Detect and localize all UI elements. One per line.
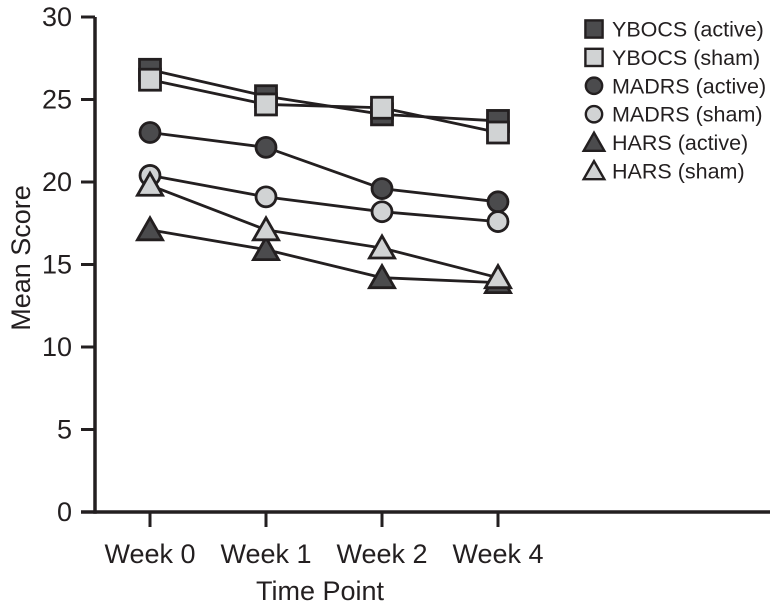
legend-triangle-light-icon (581, 158, 607, 181)
axes: 0 5 10 15 20 25 30 Week 0 Week 1 Week 2 Week 4 (42, 2, 770, 569)
y-tick-label: 5 (57, 415, 72, 445)
legend-label: YBOCS (active) (612, 18, 764, 42)
y-tick-label: 0 (57, 497, 72, 527)
legend-circle-light-icon (584, 104, 604, 124)
data-point-ybocs-sham-week-1 (254, 92, 278, 117)
series-line-madrs-active (149, 131, 499, 204)
legend-label: HARS (sham) (612, 160, 745, 184)
x-tick-label: Week 1 (220, 539, 311, 569)
data-point-ybocs-sham-week-2 (370, 95, 394, 120)
legend-item-ybocs-sham: YBOCS (sham) (584, 46, 760, 70)
legend-item-madrs-sham: MADRS (sham) (584, 103, 763, 127)
legend-item-ybocs-active: YBOCS (active) (584, 18, 764, 42)
data-point-hars-sham-week-2 (366, 233, 398, 260)
y-axis-title: Mean Score (6, 185, 36, 331)
data-point-hars-active-week-2 (366, 262, 398, 290)
series-hars-active (134, 214, 514, 295)
series-ybocs-sham (138, 67, 510, 145)
x-tick-label: Week 2 (336, 539, 427, 569)
legend-label: MADRS (sham) (612, 103, 763, 127)
legend-item-hars-active: HARS (active) (581, 130, 748, 155)
legend-item-hars-sham: HARS (sham) (581, 158, 745, 184)
legend-circle-dark-icon (584, 76, 604, 96)
data-point-madrs-active-week-4 (486, 190, 510, 214)
data-point-madrs-active-week-1 (254, 135, 278, 159)
x-axis-title: Time Point (256, 576, 385, 606)
data-point-hars-sham-week-4 (482, 262, 514, 290)
data-point-hars-active-week-0 (134, 214, 166, 242)
series-madrs-active (138, 121, 510, 214)
series-madrs-sham (138, 164, 510, 233)
x-tick-label: Week 4 (452, 539, 543, 569)
y-tick-label: 25 (42, 85, 72, 115)
data-point-ybocs-sham-week-0 (138, 67, 162, 92)
legend-label: YBOCS (sham) (612, 46, 760, 70)
data-point-madrs-active-week-0 (138, 121, 162, 144)
legend-label: HARS (active) (612, 131, 748, 155)
legend-label: MADRS (active) (612, 74, 766, 98)
data-point-hars-sham-week-1 (250, 214, 282, 242)
series-line-hars-active (149, 228, 499, 285)
data-point-madrs-sham-week-4 (486, 210, 510, 233)
series-group (134, 57, 514, 295)
legend: YBOCS (active) YBOCS (sham) MADRS (active)… (581, 18, 766, 184)
x-tick-label: Week 0 (104, 539, 195, 569)
data-point-hars-sham-week-0 (134, 170, 166, 197)
series-ybocs-active (138, 57, 510, 133)
legend-triangle-dark-icon (581, 130, 607, 152)
legend-item-madrs-active: MADRS (active) (584, 74, 766, 98)
y-tick-label: 15 (42, 250, 72, 280)
data-point-madrs-active-week-2 (370, 177, 394, 200)
data-point-ybocs-sham-week-4 (486, 120, 510, 145)
legend-square-dark-icon (584, 19, 604, 39)
series-line-ybocs-active (149, 68, 499, 123)
series-line-ybocs-sham (149, 78, 499, 134)
data-point-madrs-sham-week-2 (370, 200, 394, 224)
y-tick-label: 30 (42, 2, 72, 32)
series-line-hars-sham (149, 183, 499, 280)
y-tick-label: 10 (42, 332, 72, 362)
data-point-madrs-sham-week-1 (254, 185, 278, 209)
series-hars-sham (134, 170, 514, 290)
data-point-hars-active-week-1 (250, 234, 282, 262)
y-tick-label: 20 (42, 167, 72, 197)
legend-square-light-icon (584, 47, 604, 68)
series-line-madrs-sham (149, 174, 499, 223)
